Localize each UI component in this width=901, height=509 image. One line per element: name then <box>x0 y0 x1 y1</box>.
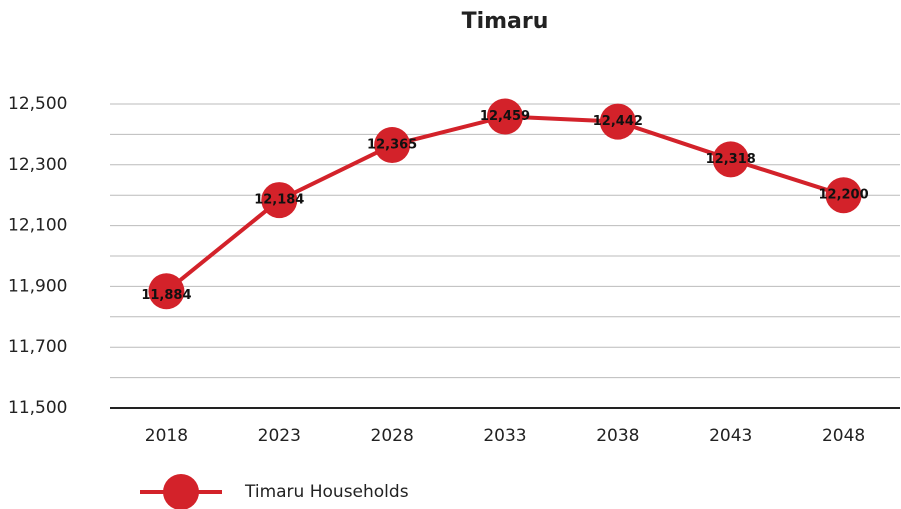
marker <box>374 127 411 164</box>
x-tick-label: 2048 <box>822 426 865 446</box>
x-tick-label: 2043 <box>709 426 752 446</box>
legend-marker <box>163 474 199 509</box>
data-label: 12,184 <box>254 193 304 208</box>
marker <box>487 98 523 135</box>
data-label: 11,884 <box>141 288 191 303</box>
data-label: 12,318 <box>706 152 756 167</box>
x-tick-label: 2028 <box>371 426 414 446</box>
x-tick-label: 2023 <box>258 426 301 446</box>
y-tick-label: 12,300 <box>8 155 67 175</box>
marker <box>599 103 636 140</box>
marker <box>148 273 185 310</box>
data-label: 12,200 <box>818 188 868 203</box>
x-tick-label: 2033 <box>483 426 526 446</box>
data-label: 12,365 <box>367 138 417 153</box>
legend-label: Timaru Households <box>244 482 409 502</box>
data-label: 12,442 <box>593 114 643 129</box>
data-label: 12,459 <box>480 109 530 124</box>
marker <box>712 141 749 178</box>
y-tick-label: 11,900 <box>8 276 67 296</box>
y-tick-label: 12,500 <box>8 94 67 114</box>
y-tick-label: 11,700 <box>8 337 67 357</box>
marker <box>261 182 298 219</box>
y-tick-label: 11,500 <box>8 398 67 418</box>
x-tick-label: 2038 <box>596 426 639 446</box>
chart-title: Timaru <box>462 9 549 34</box>
x-tick-label: 2018 <box>145 426 188 446</box>
y-tick-label: 12,100 <box>8 216 67 236</box>
marker <box>825 177 862 214</box>
